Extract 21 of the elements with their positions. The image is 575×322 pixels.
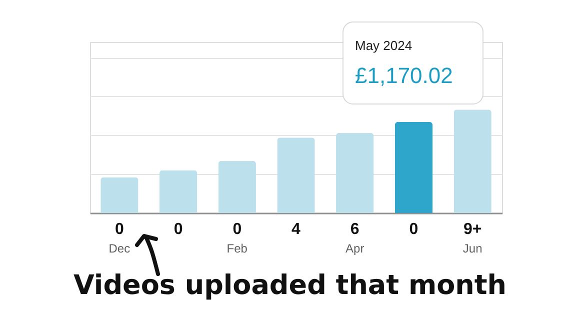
text: 9+: [463, 221, 482, 238]
bar: [394, 122, 433, 213]
x-tick-label: Feb: [226, 242, 248, 256]
text: 0: [174, 221, 183, 238]
annotation: May 2024: [355, 38, 412, 53]
text: 0: [409, 221, 418, 238]
x-tick-label: Jun: [462, 242, 482, 256]
bar: [277, 138, 315, 213]
x-tick-label: Apr: [346, 242, 364, 256]
text: 6: [350, 221, 360, 238]
x-tick-label: Dec: [108, 242, 130, 256]
text: 0: [232, 221, 242, 238]
bar: [218, 160, 256, 213]
bar: [159, 170, 198, 213]
text: 4: [292, 221, 301, 238]
text: Videos uploaded that month: [74, 270, 506, 301]
text: 0: [114, 221, 124, 238]
data-label: £1,170.02: [355, 63, 453, 88]
bar: [100, 177, 138, 213]
bar: [454, 110, 492, 213]
bar: [336, 132, 374, 213]
